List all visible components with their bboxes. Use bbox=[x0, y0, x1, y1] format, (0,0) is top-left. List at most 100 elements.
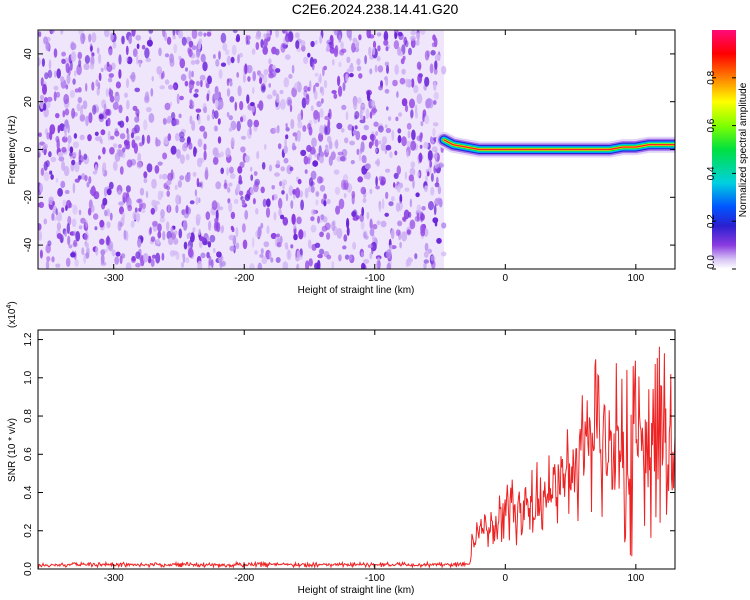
noise-blob bbox=[104, 30, 110, 38]
noise-blob bbox=[78, 225, 83, 230]
noise-blob bbox=[61, 136, 68, 143]
noise-blob bbox=[63, 93, 70, 105]
noise-blob bbox=[369, 228, 375, 237]
noise-blob bbox=[295, 32, 300, 39]
noise-blob bbox=[173, 238, 179, 245]
noise-blob bbox=[373, 121, 379, 127]
noise-blob bbox=[102, 147, 106, 155]
noise-blob bbox=[220, 32, 227, 44]
noise-blob bbox=[71, 108, 76, 119]
noise-blob bbox=[343, 234, 348, 242]
noise-blob bbox=[377, 65, 384, 73]
noise-blob bbox=[45, 260, 50, 269]
noise-blob bbox=[331, 41, 334, 50]
noise-blob bbox=[138, 207, 142, 212]
noise-blob bbox=[411, 78, 415, 88]
noise-blob bbox=[312, 160, 319, 167]
noise-blob bbox=[228, 201, 233, 213]
noise-blob bbox=[107, 77, 113, 83]
noise-blob bbox=[72, 204, 78, 215]
noise-blob bbox=[43, 218, 48, 225]
noise-blob bbox=[47, 240, 52, 247]
noise-blob bbox=[214, 86, 219, 95]
x-tick-label: -200 bbox=[234, 573, 254, 584]
noise-blob bbox=[246, 94, 250, 104]
noise-blob bbox=[237, 85, 242, 97]
noise-blob bbox=[301, 97, 307, 109]
noise-blob bbox=[376, 32, 382, 37]
noise-blob bbox=[280, 166, 286, 172]
noise-blob bbox=[56, 222, 62, 231]
y-tick-label: 0.0 bbox=[23, 562, 34, 576]
noise-blob bbox=[358, 151, 362, 162]
noise-blob bbox=[282, 30, 286, 34]
noise-blob bbox=[91, 204, 95, 213]
noise-blob bbox=[307, 52, 311, 58]
noise-blob bbox=[238, 190, 244, 196]
noise-blob bbox=[260, 39, 264, 48]
noise-blob bbox=[63, 165, 70, 177]
noise-blob bbox=[164, 79, 170, 85]
noise-blob bbox=[172, 84, 177, 90]
noise-blob bbox=[376, 220, 381, 226]
noise-blob bbox=[430, 172, 434, 182]
noise-blob bbox=[276, 233, 280, 238]
noise-blob bbox=[208, 220, 212, 231]
noise-blob bbox=[100, 261, 107, 266]
noise-blob bbox=[431, 260, 436, 269]
noise-blob bbox=[302, 125, 307, 132]
noise-blob bbox=[185, 153, 190, 161]
x-tick-label: -100 bbox=[365, 273, 385, 284]
noise-blob bbox=[346, 217, 350, 229]
noise-blob bbox=[48, 151, 52, 158]
noise-blob bbox=[146, 163, 153, 173]
noise-blob bbox=[406, 150, 409, 158]
noise-blob bbox=[187, 232, 192, 238]
noise-blob bbox=[188, 48, 193, 58]
noise-blob bbox=[283, 145, 288, 154]
spectrogram-signal-track bbox=[436, 131, 675, 158]
noise-blob bbox=[338, 254, 342, 262]
colorbar-label: Normalized spectral amplitude bbox=[738, 82, 749, 217]
noise-blob bbox=[430, 255, 436, 262]
noise-blob bbox=[270, 257, 274, 263]
noise-blob bbox=[161, 252, 165, 261]
noise-blob bbox=[354, 125, 358, 130]
noise-blob bbox=[384, 88, 390, 94]
noise-blob bbox=[158, 47, 162, 57]
noise-blob bbox=[39, 249, 43, 259]
noise-blob bbox=[189, 115, 193, 125]
noise-blob bbox=[293, 233, 298, 241]
noise-blob bbox=[331, 220, 336, 232]
noise-blob bbox=[64, 189, 70, 195]
noise-blob bbox=[386, 249, 392, 260]
noise-blob bbox=[236, 72, 240, 78]
noise-blob bbox=[155, 252, 161, 264]
noise-blob bbox=[424, 76, 430, 87]
noise-blob bbox=[242, 239, 248, 250]
noise-blob bbox=[289, 104, 293, 113]
noise-blob bbox=[321, 98, 324, 104]
noise-blob bbox=[416, 93, 423, 104]
noise-blob bbox=[420, 223, 426, 234]
noise-blob bbox=[339, 156, 346, 162]
noise-blob bbox=[319, 184, 326, 192]
noise-blob bbox=[106, 188, 112, 196]
noise-blob bbox=[338, 85, 343, 97]
x-tick-label: 100 bbox=[627, 273, 644, 284]
noise-blob bbox=[371, 108, 378, 114]
noise-blob bbox=[406, 122, 412, 130]
noise-blob bbox=[319, 35, 323, 44]
noise-blob bbox=[159, 85, 165, 90]
noise-blob bbox=[284, 33, 291, 43]
noise-blob bbox=[84, 175, 88, 182]
noise-blob bbox=[353, 99, 358, 110]
noise-blob bbox=[380, 180, 385, 186]
noise-blob bbox=[371, 234, 375, 243]
noise-blob bbox=[192, 171, 197, 177]
noise-blob bbox=[69, 90, 75, 98]
noise-blob bbox=[385, 168, 391, 173]
noise-blob bbox=[157, 223, 162, 233]
noise-blob bbox=[374, 139, 379, 148]
noise-blob bbox=[164, 32, 168, 42]
